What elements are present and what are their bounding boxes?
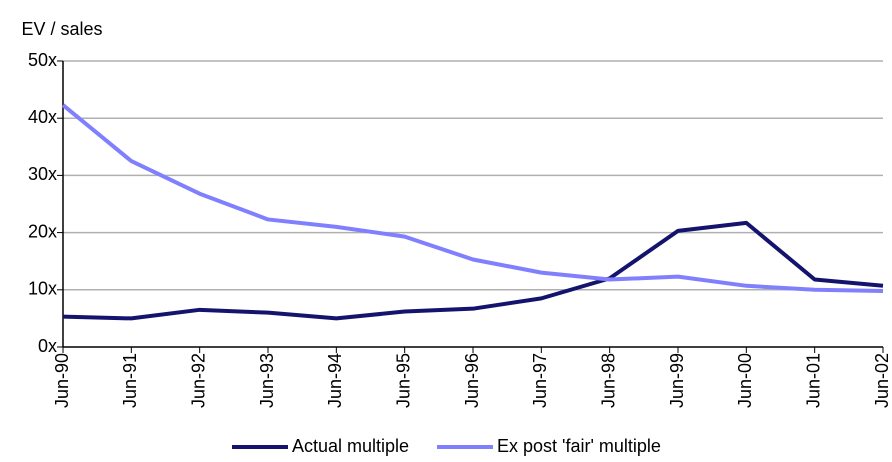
x-tick-label: Jun-93 xyxy=(257,353,277,408)
y-tick-label: 20x xyxy=(28,221,57,241)
x-tick-label: Jun-01 xyxy=(803,353,823,408)
x-tick-label: Jun-95 xyxy=(393,353,413,408)
legend-label: Ex post 'fair' multiple xyxy=(497,436,661,456)
series-line xyxy=(62,220,884,321)
y-tick-label: 10x xyxy=(28,279,57,299)
x-tick-label: Jun-92 xyxy=(188,353,208,408)
legend-label: Actual multiple xyxy=(292,436,409,456)
y-tick-label: 50x xyxy=(28,50,57,70)
y-tick-label: 30x xyxy=(28,164,57,184)
x-tick-label: Jun-90 xyxy=(52,353,72,408)
x-tick-label: Jun-99 xyxy=(667,353,687,408)
x-tick-label: Jun-98 xyxy=(598,353,618,408)
y-tick-label: 0x xyxy=(38,336,57,356)
series-line xyxy=(61,103,884,293)
x-tick-label: Jun-94 xyxy=(325,353,345,408)
x-tick-label: Jun-91 xyxy=(120,353,140,408)
x-tick-label: Jun-97 xyxy=(530,353,550,408)
x-tick-label: Jun-96 xyxy=(462,353,482,408)
y-axis-label: EV / sales xyxy=(21,19,102,39)
x-tick-label: Jun-00 xyxy=(735,353,755,408)
x-tick-label: Jun-02 xyxy=(872,353,892,408)
y-tick-label: 40x xyxy=(28,107,57,127)
